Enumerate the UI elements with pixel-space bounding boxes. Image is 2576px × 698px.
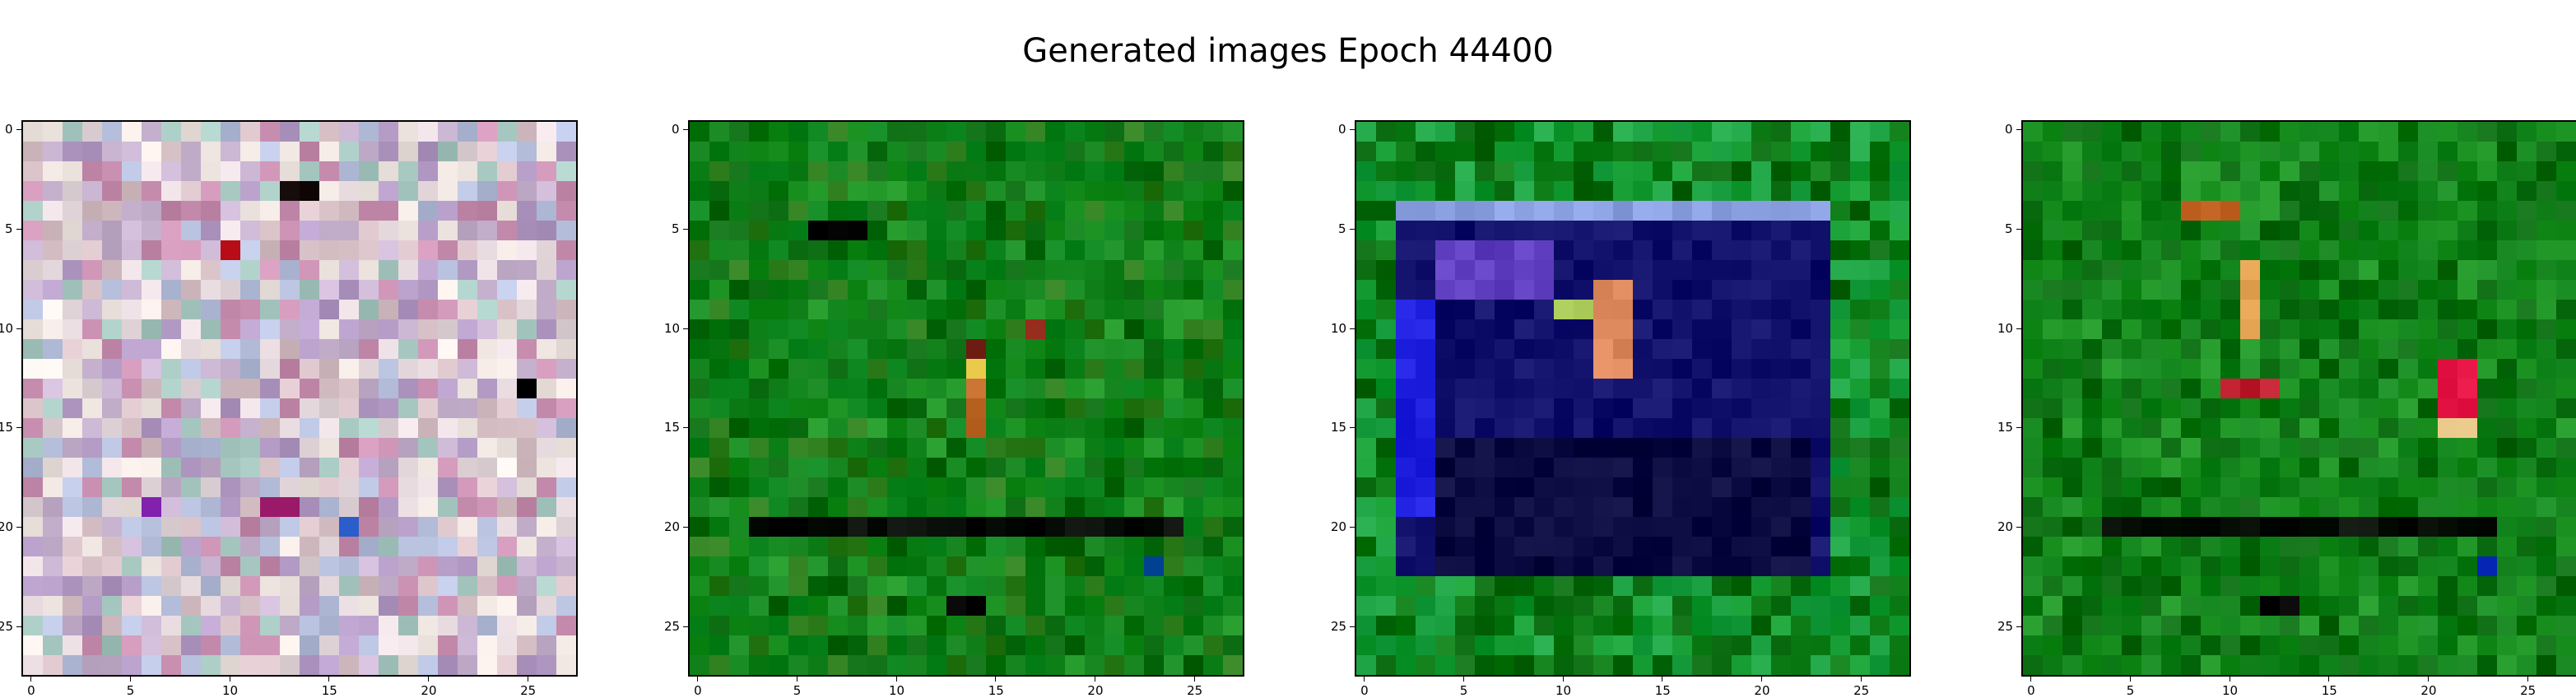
y-tick-label: 0: [1338, 122, 1346, 137]
x-tick-mark: [1193, 677, 1195, 682]
x-tick-mark: [2129, 677, 2131, 682]
x-tick-label: 25: [1853, 683, 1870, 698]
y-tick-mark: [16, 427, 21, 429]
x-tick-mark: [2030, 677, 2032, 682]
x-tick-mark: [697, 677, 699, 682]
x-tick-label: 0: [27, 683, 35, 698]
y-tick-label: 25: [664, 618, 681, 634]
x-tick-mark: [2328, 677, 2330, 682]
y-tick-mark: [1350, 626, 1355, 627]
x-tick-label: 10: [222, 683, 239, 698]
y-tick-mark: [2016, 129, 2021, 131]
y-tick-label: 5: [672, 221, 680, 236]
x-tick-mark: [1364, 677, 1365, 682]
image-panel-3: [1355, 120, 1911, 677]
y-tick-mark: [683, 328, 688, 329]
x-tick-mark: [1462, 677, 1464, 682]
y-tick-label: 20: [1997, 519, 2014, 534]
generated-image-1: [23, 122, 576, 675]
x-tick-label: 20: [1087, 683, 1104, 698]
y-tick-label: 25: [0, 618, 14, 634]
y-tick-label: 20: [1331, 519, 1347, 534]
y-tick-mark: [2016, 228, 2021, 230]
y-tick-label: 25: [1331, 618, 1347, 634]
y-tick-mark: [16, 328, 21, 329]
x-tick-mark: [328, 677, 330, 682]
y-tick-label: 5: [5, 221, 13, 236]
x-tick-label: 15: [321, 683, 337, 698]
y-tick-mark: [1350, 328, 1355, 329]
x-tick-label: 0: [1360, 683, 1369, 698]
x-tick-mark: [2427, 677, 2429, 682]
y-tick-mark: [16, 228, 21, 230]
x-tick-label: 10: [2222, 683, 2239, 698]
x-tick-label: 10: [1555, 683, 1572, 698]
generated-image-2: [690, 122, 1243, 675]
y-tick-label: 0: [672, 122, 680, 137]
x-tick-label: 5: [1459, 683, 1468, 698]
y-tick-mark: [2016, 427, 2021, 429]
x-tick-mark: [1562, 677, 1564, 682]
x-tick-mark: [1860, 677, 1862, 682]
y-tick-label: 5: [1338, 221, 1346, 236]
y-tick-mark: [1350, 427, 1355, 429]
y-tick-mark: [1350, 228, 1355, 230]
x-tick-label: 0: [2027, 683, 2035, 698]
y-tick-label: 20: [664, 519, 681, 534]
x-tick-label: 5: [2126, 683, 2135, 698]
x-tick-mark: [2527, 677, 2528, 682]
x-tick-label: 25: [1187, 683, 1203, 698]
y-tick-label: 15: [1331, 420, 1347, 435]
y-tick-label: 0: [5, 122, 13, 137]
x-tick-label: 15: [1654, 683, 1671, 698]
x-tick-mark: [427, 677, 429, 682]
x-tick-label: 5: [793, 683, 802, 698]
y-tick-label: 20: [0, 519, 14, 534]
y-tick-mark: [1350, 129, 1355, 131]
generated-image-4: [2023, 122, 2576, 675]
x-tick-label: 20: [2420, 683, 2437, 698]
x-tick-mark: [895, 677, 897, 682]
y-tick-mark: [16, 526, 21, 528]
y-tick-mark: [683, 626, 688, 627]
x-tick-label: 25: [2520, 683, 2536, 698]
x-tick-label: 15: [2321, 683, 2337, 698]
image-panel-2: [688, 120, 1244, 677]
y-tick-label: 5: [2005, 221, 2013, 236]
y-tick-mark: [16, 626, 21, 627]
x-tick-label: 15: [988, 683, 1004, 698]
x-tick-mark: [129, 677, 131, 682]
y-tick-mark: [683, 526, 688, 528]
y-tick-mark: [683, 228, 688, 230]
y-tick-label: 25: [1997, 618, 2014, 634]
y-tick-label: 10: [664, 320, 681, 336]
image-panel-4: [2021, 120, 2576, 677]
y-tick-label: 15: [0, 420, 14, 435]
y-tick-label: 0: [2005, 122, 2013, 137]
x-tick-label: 20: [1754, 683, 1770, 698]
y-tick-label: 15: [1997, 420, 2014, 435]
generated-image-3: [1356, 122, 1909, 675]
x-tick-label: 25: [520, 683, 537, 698]
image-panel-1: [21, 120, 578, 677]
y-tick-mark: [683, 427, 688, 429]
y-tick-mark: [2016, 328, 2021, 329]
y-tick-label: 10: [0, 320, 14, 336]
y-tick-label: 15: [664, 420, 681, 435]
y-tick-mark: [16, 129, 21, 131]
x-tick-label: 20: [421, 683, 437, 698]
y-tick-mark: [683, 129, 688, 131]
x-tick-mark: [30, 677, 32, 682]
y-tick-mark: [2016, 626, 2021, 627]
y-tick-mark: [1350, 526, 1355, 528]
y-tick-label: 10: [1331, 320, 1347, 336]
y-tick-mark: [2016, 526, 2021, 528]
figure-title: Generated images Epoch 44400: [1022, 32, 1554, 70]
y-tick-label: 10: [1997, 320, 2014, 336]
x-tick-label: 10: [889, 683, 905, 698]
x-tick-mark: [995, 677, 997, 682]
x-tick-mark: [1760, 677, 1762, 682]
x-tick-label: 5: [126, 683, 135, 698]
x-tick-label: 0: [694, 683, 702, 698]
